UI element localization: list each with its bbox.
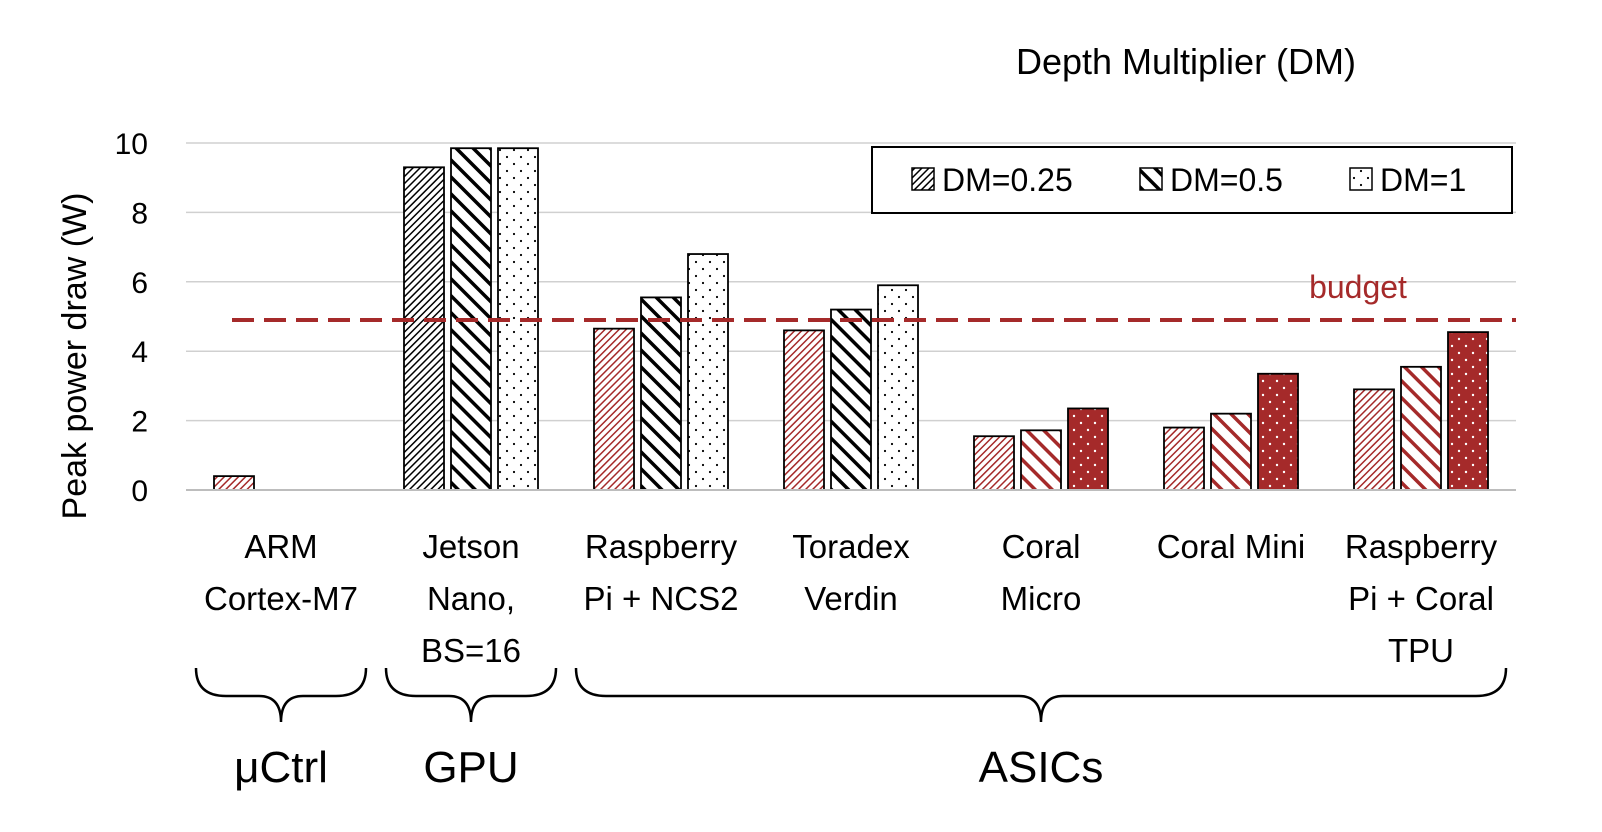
x-category-label: Coral Mini: [1157, 528, 1306, 565]
bar-dm-0-5: [830, 308, 872, 491]
bar-dm-1: [1257, 372, 1299, 491]
bar-dm-0-25: [973, 435, 1015, 491]
x-category-label: Cortex-M7: [204, 580, 358, 617]
y-tick-label: 10: [115, 128, 148, 161]
x-category-label: Pi + NCS2: [584, 580, 739, 617]
group-label: ASICs: [979, 743, 1104, 792]
x-category-label: TPU: [1388, 632, 1454, 669]
legend-box: [871, 146, 1513, 214]
y-axis-label: Peak power draw (W): [56, 193, 94, 520]
budget-label: budget: [1309, 269, 1407, 305]
bar-dm-0-25: [593, 327, 635, 491]
x-category-label: Nano,: [427, 580, 515, 617]
bar-dm-0-5: [1020, 429, 1062, 491]
bar-dm-1: [1447, 331, 1489, 491]
x-category-label: Raspberry: [1345, 528, 1498, 565]
legend-swatch: [1349, 167, 1373, 191]
legend: DM=0.25 DM=0.5 DM=1: [871, 146, 1513, 214]
chart-title: Depth Multiplier (DM): [1016, 41, 1356, 82]
legend-label: DM=0.5: [1170, 162, 1283, 198]
x-category-label: Raspberry: [585, 528, 738, 565]
legend-swatch: [1139, 167, 1163, 191]
y-tick-label: 4: [131, 336, 148, 369]
bar-dm-0-25: [213, 475, 255, 491]
bar-dm-1: [687, 253, 729, 491]
bar-dm-0-25: [1353, 388, 1395, 491]
bar-dm-0-25: [403, 166, 445, 491]
y-tick-label: 8: [131, 197, 148, 230]
group-label: GPU: [423, 743, 518, 792]
group-brace: [384, 667, 558, 723]
x-category-label: Jetson: [422, 528, 519, 565]
legend-swatch: [911, 167, 935, 191]
bar-dm-0-5: [640, 296, 682, 491]
bar-dm-0-5: [1210, 412, 1252, 491]
y-tick-label: 2: [131, 406, 148, 439]
bar-dm-0-25: [1163, 426, 1205, 491]
group-brace: [574, 667, 1508, 723]
x-category-label: Micro: [1001, 580, 1082, 617]
x-category-label: Pi + Coral: [1348, 580, 1494, 617]
x-category-label: Verdin: [804, 580, 898, 617]
bar-dm-1: [877, 284, 919, 491]
legend-label: DM=0.25: [942, 162, 1073, 198]
x-category-label: Toradex: [792, 528, 910, 565]
x-category-label: BS=16: [421, 632, 521, 669]
bar-dm-0-25: [783, 329, 825, 491]
y-tick-label: 0: [131, 475, 148, 508]
x-category-label: Coral: [1002, 528, 1081, 565]
x-category-label: ARM: [244, 528, 317, 565]
group-brace: [194, 667, 368, 723]
group-label: μCtrl: [234, 743, 328, 792]
bar-dm-1: [1067, 407, 1109, 491]
legend-label: DM=1: [1380, 162, 1466, 198]
bar-dm-0-5: [1400, 365, 1442, 491]
y-tick-label: 6: [131, 267, 148, 300]
